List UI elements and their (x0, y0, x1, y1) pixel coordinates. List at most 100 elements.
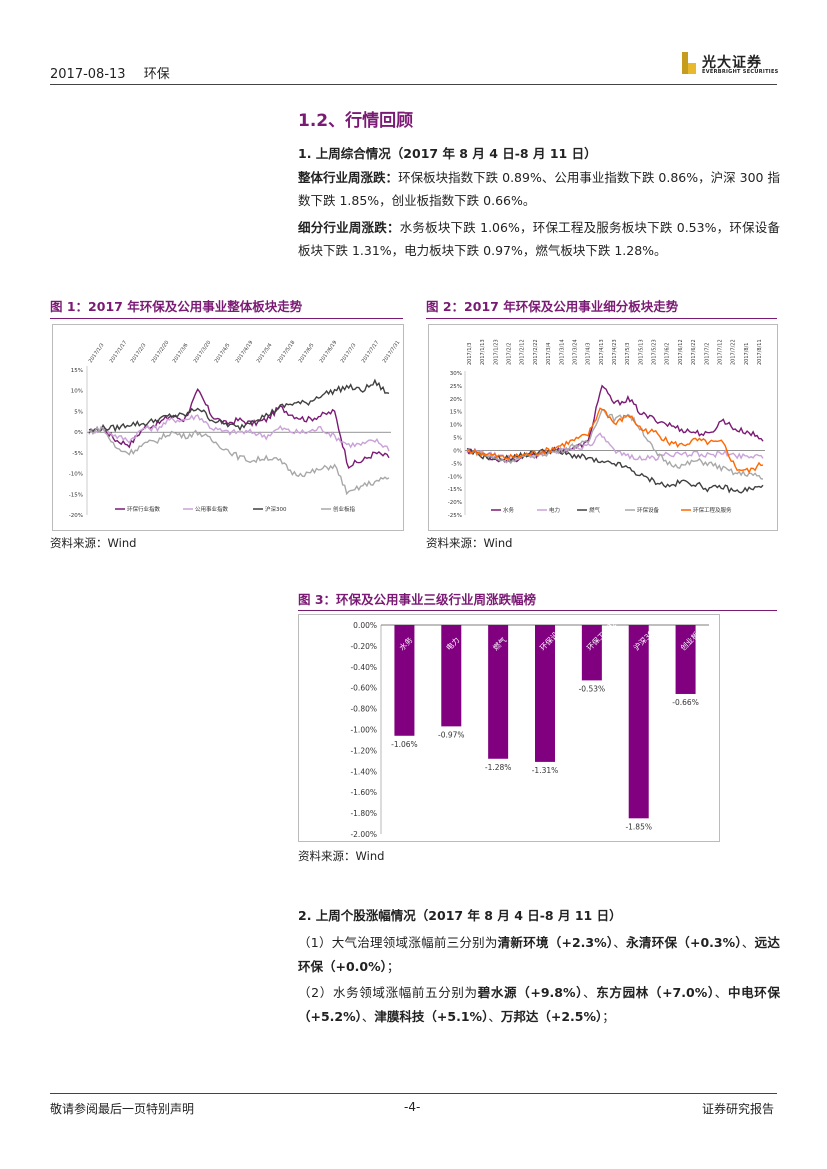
data-label: -1.28% (485, 763, 512, 772)
x-tick-label: 2017/8/1 (744, 343, 750, 365)
x-tick-label: 2017/6/2 (665, 343, 671, 365)
x-tick-label: 2017/7/3 (340, 342, 358, 364)
y-tick-label: -10% (448, 474, 462, 480)
data-label: -0.97% (438, 730, 465, 739)
y-tick-label: 15% (71, 368, 83, 374)
y-tick-label: -25% (448, 513, 462, 519)
paragraph-text: 水务板块下跌 1.06%，环保工程及服务板块下跌 0.53%，环保设备板块下跌 … (298, 220, 780, 258)
paragraph-text: （2）水务领域涨幅前五分别为 (298, 985, 478, 1000)
y-tick-label: -10% (69, 472, 83, 478)
y-tick-label: -2.00% (350, 830, 377, 839)
stock-highlight: 东方园林（+7.0%） (596, 985, 715, 1000)
x-tick-label: 2017/5/4 (256, 342, 274, 364)
data-label: -1.06% (391, 740, 418, 749)
figure-2-title: 图 2：2017 年环保及公用事业细分板块走势 (426, 299, 679, 314)
x-tick-label: 2017/4/23 (612, 339, 618, 365)
figure-1-rule (50, 318, 403, 319)
data-label: -0.66% (672, 698, 699, 707)
bar (628, 625, 649, 819)
logo-text-en: EVERBRIGHT SECURITIES (702, 69, 779, 75)
x-tick-label: 2017/5/18 (277, 340, 297, 364)
x-tick-label: 2017/7/22 (731, 339, 737, 365)
y-tick-label: -15% (69, 492, 83, 498)
y-tick-label: -1.20% (350, 746, 377, 755)
section-title: 1.2、行情回顾 (298, 111, 414, 131)
y-tick-label: 5% (453, 436, 462, 442)
series-hs300-line (88, 378, 390, 434)
separator: 、 (361, 1009, 375, 1024)
x-tick-label: 2017/1/17 (109, 340, 129, 364)
paragraph-water: （2）水务领域涨幅前五分别为碧水源（+9.8%）、东方园林（+7.0%）、中电环… (298, 981, 780, 1029)
x-tick-label: 2017/5/3 (625, 343, 631, 365)
separator: 、 (583, 985, 597, 1000)
x-tick-label: 2017/4/13 (599, 339, 605, 365)
paragraph-overall: 整体行业周涨跌：环保板块指数下跌 0.89%、公用事业指数下跌 0.86%，沪深… (298, 166, 780, 212)
x-tick-label: 2017/3/4 (546, 343, 552, 365)
series-water-line (466, 384, 764, 464)
series-engineering-line (466, 407, 764, 474)
x-tick-label: 2017/6/5 (298, 342, 316, 364)
stock-highlight: 万邦达（+2.5%） (500, 1009, 603, 1024)
paragraph-air: （1）大气治理领域涨幅前三分别为清新环境（+2.3%）、永清环保（+0.3%）、… (298, 931, 780, 979)
x-tick-label: 2017/4/5 (214, 342, 232, 364)
y-tick-label: 0% (74, 430, 83, 436)
x-tick-label: 2017/1/13 (480, 339, 486, 365)
legend-label: 公用事业指数 (195, 505, 229, 513)
figure-3-chart: 0.00% -0.20% -0.40% -0.60% -0.80% -1.00% -1.20… (298, 608, 720, 842)
data-label: -1.31% (532, 766, 559, 775)
x-tick-label: 2017/5/13 (638, 339, 644, 365)
figure-1-chart: 15% 10% 5% 0% -5% -10% -15% -20% 2017/1/3 2017/1/… (52, 324, 404, 531)
x-tick-label: 2017/1/23 (493, 339, 499, 365)
separator: 、 (613, 935, 627, 950)
report-sector: 环保 (143, 67, 170, 82)
x-tick-label: 2017/4/3 (586, 343, 592, 365)
paragraph-text: （1）大气治理领域涨幅前三分别为 (298, 935, 498, 950)
subsection-title-1: 1. 上周综合情况（2017 年 8 月 4 日-8 月 11 日） (298, 146, 597, 161)
x-tick-label: 2017/6/19 (319, 340, 339, 364)
y-tick-label: -0.40% (350, 663, 377, 672)
y-tick-label: -1.60% (350, 788, 377, 797)
footer-disclaimer: 敬请参阅最后一页特别声明 (50, 1102, 195, 1116)
x-tick-label: 2017/7/12 (717, 339, 723, 365)
x-tick-label: 2017/7/2 (704, 343, 710, 365)
report-date: 2017-08-13 (50, 67, 126, 82)
y-tick-label: -15% (448, 487, 462, 493)
figure-3-title: 图 3：环保及公用事业三级行业周涨跌幅榜 (298, 592, 537, 607)
figure-1-source: 资料来源：Wind (50, 536, 137, 550)
y-tick-label: 0% (453, 448, 462, 454)
figure-1-svg: 15% 10% 5% 0% -5% -10% -15% -20% 2017/1/3 2017/1/… (69, 340, 402, 519)
x-tick-label: 2017/2/20 (151, 340, 171, 364)
data-label: -1.85% (625, 822, 652, 831)
header: 2017-08-13 环保 (50, 63, 184, 82)
stock-highlight: 永清环保（+0.3%） (626, 935, 742, 950)
separator: ； (386, 959, 400, 974)
separator: 、 (741, 935, 755, 950)
x-tick-label: 2017/2/3 (130, 342, 148, 364)
x-tick-label: 2017/3/20 (193, 340, 213, 364)
y-tick-label: 0.00% (353, 621, 377, 630)
x-tick-label: 2017/2/2 (507, 343, 513, 365)
paragraph-subsector: 细分行业周涨跌：水务板块下跌 1.06%，环保工程及服务板块下跌 0.53%，环… (298, 216, 780, 262)
x-tick-label: 2017/1/3 (467, 343, 473, 365)
legend-label: 燃气 (589, 506, 601, 514)
legend-label: 环保设备 (637, 506, 660, 514)
series-environment-line (88, 387, 390, 469)
series-gas-line (466, 447, 764, 494)
paragraph-text: 环保板块指数下跌 0.89%、公用事业指数下跌 0.86%，沪深 300 指数下… (298, 170, 780, 208)
y-tick-label: 30% (450, 371, 462, 377)
stock-highlight: 碧水源（+9.8%） (477, 985, 584, 1000)
y-tick-label: -1.40% (350, 767, 377, 776)
x-tick-label: 2017/3/6 (172, 342, 190, 364)
figure-2-rule (426, 318, 777, 319)
stock-highlight: 远达环保（+0.0%） (298, 935, 780, 974)
figure-3-rule (298, 610, 777, 611)
x-tick-label: 2017/8/11 (757, 339, 763, 365)
separator: ； (602, 1009, 615, 1024)
separator: 、 (714, 985, 728, 1000)
x-tick-label: 2017/6/22 (691, 339, 697, 365)
paragraph-lead: 整体行业周涨跌： (298, 170, 399, 185)
figure-1-title: 图 1：2017 年环保及公用事业整体板块走势 (50, 299, 303, 314)
footer-divider (50, 1093, 777, 1094)
page-number: -4- (404, 1100, 421, 1114)
series-chinext-line (88, 425, 390, 496)
